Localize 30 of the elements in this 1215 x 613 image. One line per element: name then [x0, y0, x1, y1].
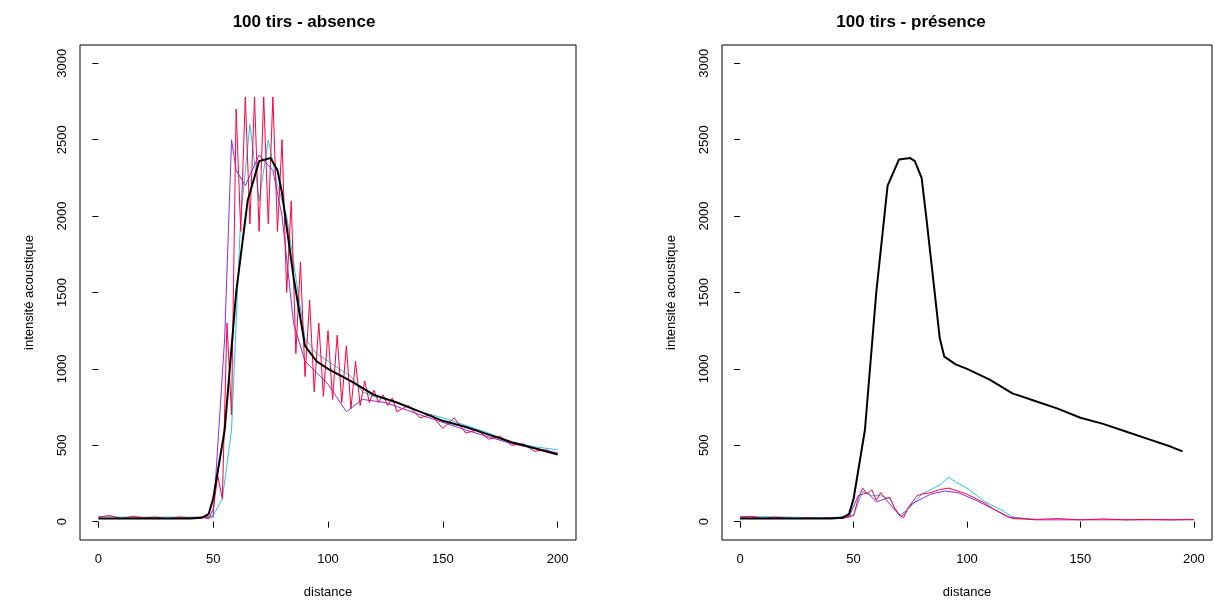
y-tick-label: 1500 — [696, 278, 711, 307]
y-tick-label: 2000 — [696, 201, 711, 231]
x-tick-label: 50 — [846, 551, 861, 566]
x-tick-label: 100 — [317, 551, 339, 566]
y-tick-label: 2500 — [54, 125, 69, 155]
y-tick-label: 2000 — [54, 201, 69, 231]
x-tick-label: 150 — [431, 551, 454, 566]
x-axis-title: distance — [942, 584, 992, 599]
x-tick-label: 200 — [546, 551, 569, 566]
y-tick-label: 500 — [696, 434, 711, 457]
y-tick-label: 1000 — [696, 354, 711, 384]
x-tick-label: 100 — [956, 551, 978, 566]
y-tick-label: 0 — [696, 518, 711, 526]
x-tick-label: 200 — [1183, 551, 1205, 566]
y-tick-label: 3000 — [696, 48, 711, 78]
x-tick-label: 150 — [1069, 551, 1092, 566]
y-tick-label: 0 — [54, 518, 69, 526]
chart-title: 100 tirs - absence — [232, 12, 376, 31]
y-tick-label: 3000 — [54, 48, 69, 78]
x-tick-label: 0 — [94, 551, 102, 566]
y-tick-label: 2500 — [696, 125, 711, 155]
y-axis-title: intensité acoustique — [21, 235, 36, 350]
y-tick-label: 1000 — [54, 354, 69, 384]
chart-title: 100 tirs - présence — [836, 12, 986, 31]
x-tick-label: 0 — [736, 551, 744, 566]
x-axis-title: distance — [303, 584, 353, 599]
y-axis-title: intensité acoustique — [663, 235, 678, 350]
x-tick-label: 50 — [205, 551, 221, 566]
y-tick-label: 500 — [54, 434, 69, 457]
y-tick-label: 1500 — [54, 278, 69, 307]
